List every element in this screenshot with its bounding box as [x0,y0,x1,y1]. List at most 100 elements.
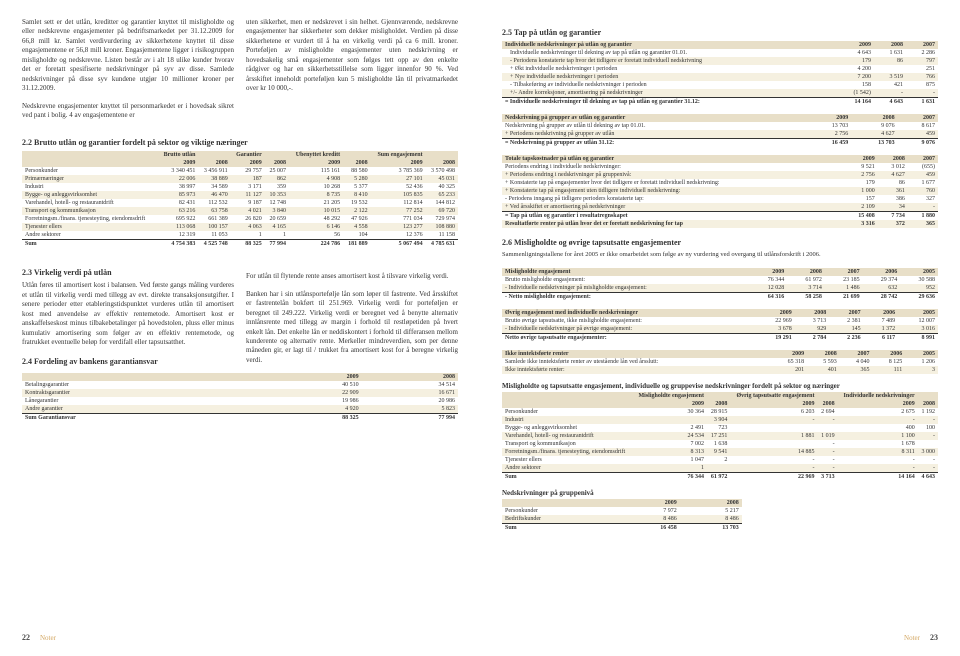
table-cell: 69 720 [426,207,458,215]
table-2-5a: Individuelle nedskrivninger på utlån og … [502,41,938,106]
table-cell: 8 410 [343,191,370,199]
table-cell: 3 [905,366,938,374]
table-cell: 48 292 [289,215,343,223]
table-cell: 7 489 [864,317,898,325]
table-cell: 123 277 [371,223,426,231]
table-sum-cell: 1 880 [908,212,938,221]
table-cell: Tjenester ellers [502,456,633,464]
table-cell: 632 [863,284,901,293]
table-sum-cell: Sum Garantiansvar [22,414,265,423]
table-header [502,499,618,507]
table-cell: - [918,416,938,424]
table-cell: - Periodens konstaterte tap hvor det tid… [502,57,835,65]
table-cell: - Tilbakeføring av individuelle nedskriv… [502,81,835,89]
table-cell: 7 200 [835,73,874,81]
table-header [22,151,158,159]
table-cell: 76 344 [750,276,788,284]
table-header: 2008 [343,159,370,167]
table-sum-cell: Sum [502,523,618,532]
table-header [22,159,158,167]
table-cell: 1 000 [843,187,878,195]
table-header: 2007 [840,350,873,358]
table-sum-cell: 14 164 [838,472,918,481]
table-header: 2009 [289,159,343,167]
table-cell: - [906,89,938,98]
table-sum-cell: 5 067 494 [371,240,426,249]
table-header: 2009 [618,499,680,507]
table-2-6a: Misligholdte engasjement2009200820072006… [502,268,938,301]
table-header: 2008 [680,499,742,507]
table-cell: Industri [502,416,633,424]
table-sum-cell: 76 344 [633,472,707,481]
table-cell: 2 109 [843,203,878,212]
table-header: 2009 [371,159,426,167]
table-sum-cell: - Netto misligholdte engasjement: [502,292,750,301]
table-cell: 105 835 [371,191,426,199]
table-cell: - [908,203,938,212]
table-cell: 361 [878,187,908,195]
table-cell: 1 100 [838,432,918,440]
table-sum-cell: Sum [22,240,158,249]
table-cell: Brutto øvrige tapsutsatte, ikke misligho… [502,317,755,325]
table-sum-cell: 64 316 [750,292,788,301]
table-sum-cell: 15 408 [843,212,878,221]
table-cell: - [918,464,938,473]
table-cell: 5 377 [343,183,370,191]
table-cell: 9 521 [843,163,878,171]
text-columns-2: 2.3 Virkelig verdi på utlån Utlån føres … [22,258,458,373]
table-sum-cell: 1 631 [906,98,938,107]
table-cell: 2 756 [843,171,878,179]
table-cell: 13 703 [805,122,851,130]
table-cell: 201 [769,366,807,374]
table-header: 2008 [807,350,840,358]
table-cell: 3 840 [265,207,289,215]
table-header: 2009 [231,159,265,167]
table-cell: Tjenester ellers [22,223,158,231]
table-header: Sum engasjement [371,151,426,159]
table-cell: 27 101 [371,175,426,183]
table-cell: 1 678 [838,440,918,448]
table-cell: 112 532 [198,199,230,207]
table-header: Garantier [231,151,265,159]
table-cell: + Konstaterte tap på engasjement uten ti… [502,187,843,195]
table-cell: Betalingsgarantier [22,381,265,389]
table-sum-cell: Sum [502,472,633,481]
table-header: 2008 [426,159,458,167]
table-cell: Industri [22,183,158,191]
table-cell: 327 [908,195,938,203]
table-cell: 11 127 [231,191,265,199]
table-cell: (1 542) [835,89,874,98]
table-header: 2008 [795,309,829,317]
table-header: 2008 [707,400,730,408]
table-cell: 158 [835,81,874,89]
table-cell: 30 364 [633,408,707,416]
table-cell: Forretningsm./finans. tjenesteyting, eie… [22,215,158,223]
table-cell: 862 [265,175,289,183]
table-cell [817,424,837,432]
table-cell: 9 541 [707,448,730,456]
table-header: 2008 [817,400,837,408]
table-cell: 1 [633,464,707,473]
table-cell: 875 [906,81,938,89]
table-cell: Bygge- og anleggsvirksomhet [502,424,633,432]
table-cell: + Konstaterte tap på engasjementer hvor … [502,179,843,187]
table-cell: 21 205 [289,199,343,207]
table-sum-cell: = Nedskrivning på grupper av utlån 31.12… [502,139,805,148]
table-cell: Individuelle nedskrivninger til dekning … [502,49,835,57]
table-header: 2005 [900,268,938,276]
table-cell: 11 158 [426,231,458,240]
table-cell: 8 125 [873,358,906,366]
table-cell: 4 040 [840,358,873,366]
table-cell: 1 372 [864,325,898,334]
table-cell: - [817,464,837,473]
table-sum-cell: = Tap på utlån og garantier i resultatre… [502,212,843,221]
table-cell: 34 [878,203,908,212]
table-cell: 56 [289,231,343,240]
table-header: 2009 [633,400,707,408]
para-3: Nedskrevne engasjementer knyttet til per… [22,102,234,121]
table-header: 2007 [898,114,938,122]
table-header: 2007 [825,268,863,276]
table-cell: 3 000 [918,448,938,456]
table-cell: Bedriftskunder [502,515,618,524]
table-cell: Bygge- og anleggsvirksomhet [22,191,158,199]
